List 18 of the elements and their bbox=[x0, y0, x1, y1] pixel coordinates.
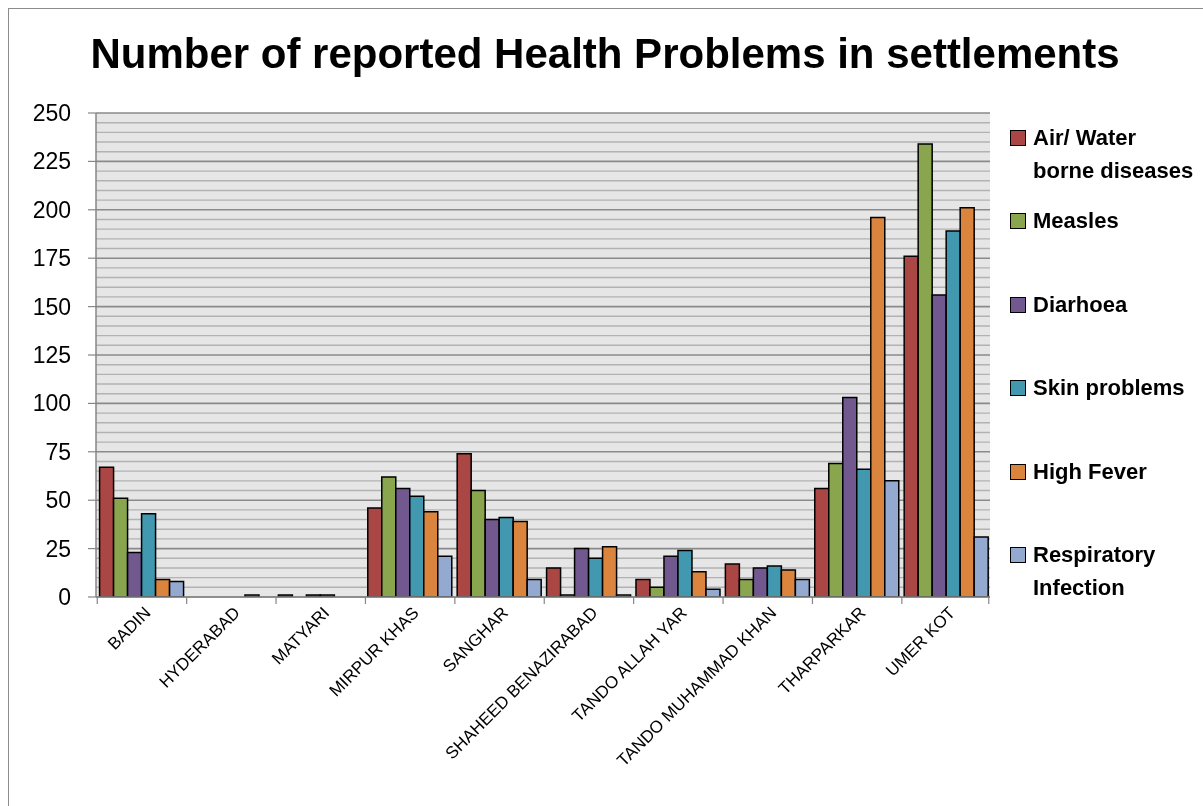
legend-label: Measles bbox=[1033, 207, 1120, 236]
legend-label: Air/ Water borne diseases bbox=[1033, 124, 1195, 185]
legend-label: Skin problems bbox=[1033, 374, 1186, 403]
y-tick-label: 125 bbox=[32, 342, 71, 368]
legend-label: High Fever bbox=[1033, 457, 1148, 486]
y-tick-label: 225 bbox=[32, 148, 71, 175]
y-tick-label: 75 bbox=[45, 438, 71, 465]
y-tick-label: 0 bbox=[58, 584, 71, 610]
y-tick-label: 250 bbox=[32, 100, 71, 126]
y-tick-label: 175 bbox=[32, 245, 71, 272]
y-tick-label: 25 bbox=[45, 535, 71, 562]
y-tick-label: 200 bbox=[32, 196, 71, 223]
y-tick-label: 50 bbox=[45, 487, 71, 514]
legend-label: Respiratory Infection bbox=[1033, 540, 1157, 602]
y-tick-label: 150 bbox=[32, 293, 71, 320]
legend-label: Diarhoea bbox=[1033, 290, 1129, 319]
chart-title: Number of reported Health Problems in settlements bbox=[89, 30, 1121, 78]
y-tick-label: 100 bbox=[32, 390, 71, 417]
